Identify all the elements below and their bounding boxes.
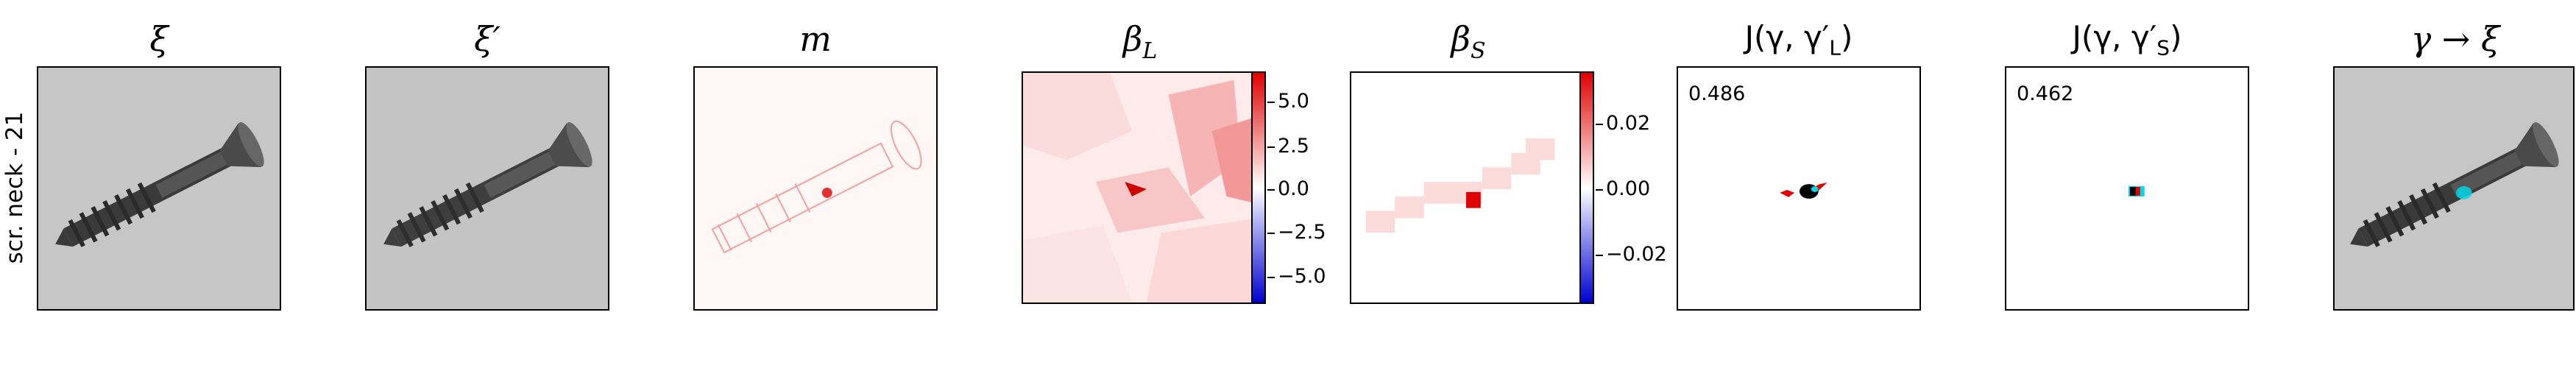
colorbar-tick: 0.0 [1267, 177, 1309, 200]
panel-image-gamma-to-xi [2333, 66, 2575, 311]
panel-overlay-j-s: 0.462 [2005, 66, 2249, 311]
overlay-j-l [1780, 183, 1827, 199]
panel-title-beta-l: βL [1122, 19, 1158, 65]
panel-title-beta-s: βS [1451, 19, 1486, 65]
jaccard-score: 0.462 [2017, 82, 2074, 105]
overlay-j-s [2128, 186, 2145, 197]
colorbar-tick: 5.0 [1267, 90, 1309, 113]
panel-title-xi-prime: ξ′ [474, 19, 500, 59]
jaccard-score: 0.486 [1688, 82, 1746, 105]
screw-image-reconstructed [367, 68, 608, 309]
screw-image [38, 68, 280, 309]
panel-heatmap-beta-s [1350, 71, 1587, 304]
colorbar-tick: −0.02 [1596, 243, 1667, 266]
heatmap-beta-l [1023, 73, 1257, 302]
heatmap-m [695, 68, 936, 309]
colorbar-tick: −5.0 [1267, 265, 1326, 288]
heatmap-beta-s [1351, 73, 1585, 302]
panel-image-xi [37, 66, 281, 311]
colorbar-tick: 0.02 [1595, 112, 1651, 135]
panel-heatmap-m [693, 66, 938, 311]
panel-title-gamma-to-xi: γ → ξ [2410, 19, 2500, 59]
panel-heatmap-beta-l [1022, 71, 1259, 304]
colorbar-tick: 2.5 [1267, 135, 1309, 158]
screw-image-overlay [2335, 68, 2573, 309]
row-label: scr. neck - 21 [1, 111, 28, 264]
panel-title-j-l: J(γ, γ′L) [1744, 19, 1853, 60]
colorbar-tick: −2.5 [1267, 221, 1326, 244]
panel-overlay-j-l: 0.486 [1677, 66, 1921, 311]
colorbar-beta-l [1251, 71, 1266, 304]
colorbar-tick: 0.00 [1595, 177, 1651, 200]
panel-title-m: m [799, 19, 832, 59]
panel-title-xi: ξ [149, 19, 169, 59]
colorbar-beta-s [1579, 71, 1594, 304]
panel-image-xi-prime [365, 66, 609, 311]
panel-title-j-s: J(γ, γ′S) [2072, 19, 2182, 60]
